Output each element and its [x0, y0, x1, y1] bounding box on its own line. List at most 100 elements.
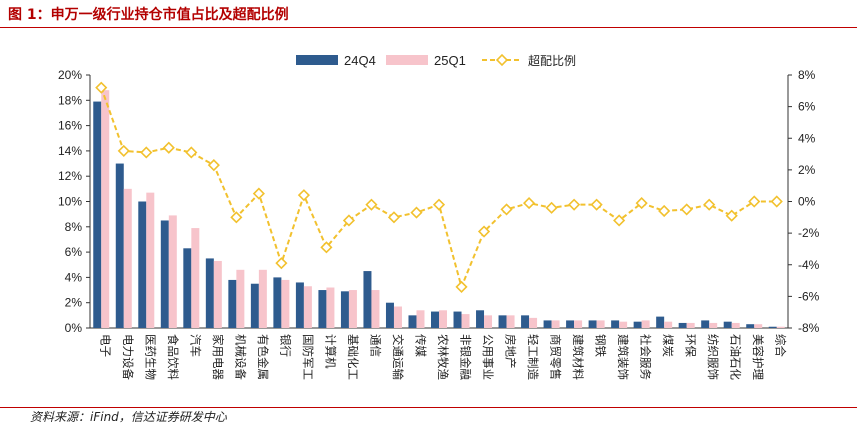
chart-canvas: 0% 2% 4% 6% 8% 10% 12% 14% 16% 18% 20% -8% -6% -4% -2%… — [58, 53, 820, 380]
ratio-marker — [342, 214, 356, 227]
footer-divider — [0, 407, 857, 408]
bar-24Q4 — [205, 258, 214, 328]
bar-24Q4 — [295, 282, 304, 328]
bar-24Q4 — [183, 248, 192, 328]
category-label: 电子 — [98, 334, 112, 357]
category-label: 商贸零售 — [549, 334, 563, 380]
category-label: 农林牧渔 — [436, 334, 450, 380]
bar-24Q4 — [701, 320, 710, 328]
left-tick-label: 14% — [58, 144, 82, 158]
category-label: 食品饮料 — [166, 334, 180, 380]
category-label: 美容护理 — [751, 334, 765, 380]
bar-24Q4 — [521, 315, 530, 328]
bar-24Q4 — [476, 310, 485, 328]
category-label: 电力设备 — [121, 334, 135, 380]
bar-25Q1 — [709, 322, 718, 328]
category-label: 通信 — [368, 334, 382, 357]
right-tick-label: -8% — [798, 321, 820, 335]
figure-title: 图 1：申万一级行业持仓市值占比及超配比例 — [8, 7, 289, 23]
bar-24Q4 — [453, 311, 462, 328]
right-tick-label: 0% — [798, 195, 816, 209]
bar-25Q1 — [596, 320, 605, 328]
ratio-marker — [477, 225, 491, 238]
left-tick-label: 8% — [65, 220, 83, 234]
ratio-marker — [140, 146, 153, 159]
bar-25Q1 — [506, 315, 515, 328]
category-label: 建筑材料 — [571, 334, 585, 380]
bar-24Q4 — [273, 277, 282, 328]
left-tick-label: 16% — [58, 119, 82, 133]
category-label: 有色金属 — [256, 334, 270, 380]
legend-label-ratio: 超配比例 — [528, 53, 576, 68]
bar-25Q1 — [303, 286, 312, 328]
right-tick-label: -6% — [798, 289, 820, 303]
ratio-marker — [185, 146, 198, 159]
ratio-marker — [680, 203, 693, 216]
category-label: 环保 — [684, 334, 698, 357]
bar-25Q1 — [416, 310, 425, 328]
legend-label-24Q4: 24Q4 — [344, 53, 376, 68]
category-label: 传媒 — [413, 334, 427, 357]
bar-25Q1 — [191, 228, 200, 328]
ratio-marker — [500, 203, 513, 216]
bar-25Q1 — [371, 290, 380, 328]
ratio-marker — [522, 197, 536, 210]
category-label: 家用电器 — [211, 334, 225, 380]
category-label: 非银金融 — [459, 334, 473, 380]
bar-24Q4 — [93, 101, 102, 328]
bar-25Q1 — [326, 287, 335, 328]
legend-label-25Q1: 25Q1 — [434, 53, 466, 68]
ratio-marker — [230, 211, 243, 224]
category-label: 公用事业 — [481, 334, 495, 380]
left-tick-label: 0% — [65, 321, 83, 335]
bar-25Q1 — [574, 320, 583, 328]
left-tick-label: 20% — [58, 68, 82, 82]
legend-swatch-25Q1 — [386, 55, 428, 65]
legend-swatch-ratio-marker — [495, 53, 509, 67]
ratio-marker — [455, 280, 468, 293]
title-divider — [0, 27, 857, 28]
category-label: 建筑装饰 — [616, 334, 630, 380]
left-tick-label: 18% — [58, 93, 82, 107]
ratio-marker — [365, 198, 378, 211]
right-tick-label: 4% — [798, 131, 816, 145]
bar-24Q4 — [363, 271, 372, 328]
bar-24Q4 — [566, 320, 575, 328]
category-label: 汽车 — [188, 334, 202, 357]
bar-24Q4 — [115, 163, 124, 328]
bar-24Q4 — [543, 320, 552, 328]
ratio-marker — [117, 144, 130, 157]
ratio-marker — [387, 211, 401, 224]
bar-24Q4 — [318, 290, 327, 328]
right-tick-label: 6% — [798, 100, 816, 114]
bar-25Q1 — [529, 317, 538, 328]
bar-24Q4 — [498, 315, 507, 328]
ratio-marker — [545, 201, 558, 214]
bar-25Q1 — [484, 315, 493, 328]
right-tick-label: -2% — [798, 226, 820, 240]
category-label: 煤炭 — [661, 334, 675, 357]
bar-25Q1 — [551, 320, 560, 328]
source-note: 资料来源：iFind，信达证券研发中心 — [30, 410, 227, 424]
ratio-marker — [432, 198, 446, 211]
bar-24Q4 — [228, 279, 237, 328]
bar-25Q1 — [101, 90, 110, 329]
bar-25Q1 — [146, 192, 155, 328]
category-label: 机械设备 — [233, 334, 247, 380]
ratio-marker — [748, 195, 761, 208]
ratio-marker — [725, 209, 738, 222]
ratio-marker — [568, 198, 581, 211]
ratio-marker — [635, 197, 648, 210]
bar-25Q1 — [281, 279, 290, 328]
bar-24Q4 — [408, 315, 417, 328]
ratio-marker — [658, 204, 671, 218]
ratio-marker — [297, 189, 310, 202]
ratio-marker — [770, 195, 783, 208]
bar-25Q1 — [213, 260, 222, 328]
left-tick-label: 12% — [58, 169, 82, 183]
ratio-marker — [613, 214, 626, 227]
bar-24Q4 — [138, 201, 147, 328]
category-label: 计算机 — [323, 334, 337, 369]
bar-25Q1 — [393, 306, 402, 328]
bar-25Q1 — [686, 322, 695, 328]
